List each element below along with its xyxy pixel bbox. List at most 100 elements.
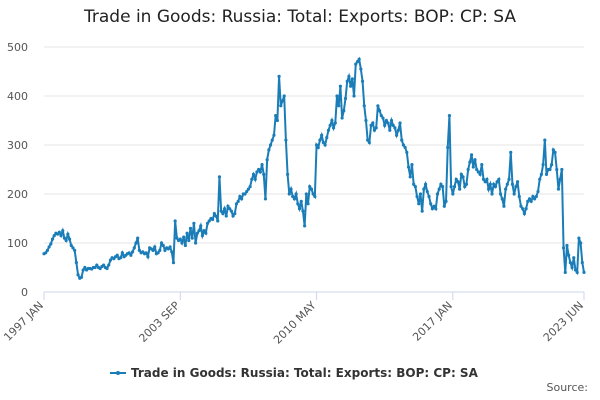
data-point	[245, 189, 249, 194]
data-point	[158, 248, 162, 252]
data-point	[447, 114, 452, 118]
data-point	[200, 234, 205, 238]
data-point	[401, 143, 406, 147]
data-point	[173, 219, 177, 223]
data-point	[50, 237, 55, 241]
data-point	[451, 192, 455, 196]
data-point	[367, 140, 371, 145]
data-point	[476, 170, 480, 174]
data-point	[357, 57, 361, 61]
data-point	[214, 214, 218, 218]
data-point	[527, 197, 532, 201]
data-point	[76, 273, 80, 277]
y-tick-label: 400	[7, 90, 28, 103]
data-point	[284, 138, 288, 142]
data-point	[498, 192, 503, 196]
data-point	[183, 243, 187, 248]
data-point	[314, 143, 319, 147]
data-point	[229, 209, 233, 213]
data-point	[354, 62, 358, 66]
data-point	[464, 182, 469, 186]
data-point	[73, 248, 77, 252]
data-point	[539, 172, 544, 176]
data-point	[386, 121, 390, 125]
data-point	[202, 229, 206, 233]
data-point	[568, 261, 572, 265]
data-point	[246, 187, 251, 191]
data-point	[120, 251, 124, 255]
data-point	[573, 268, 578, 272]
data-point	[572, 256, 576, 260]
data-point	[309, 187, 314, 191]
data-point	[369, 123, 373, 127]
data-point	[163, 248, 167, 252]
data-point	[265, 158, 269, 162]
data-point	[396, 128, 400, 132]
data-point	[374, 126, 378, 130]
data-point	[253, 177, 257, 181]
data-point	[115, 253, 119, 257]
data-point	[343, 96, 348, 101]
data-point	[132, 246, 136, 250]
data-point	[192, 221, 196, 225]
data-point	[301, 209, 305, 213]
data-point	[561, 246, 566, 250]
data-point	[383, 123, 387, 127]
data-point	[325, 136, 329, 140]
data-point	[263, 197, 268, 201]
data-point	[517, 194, 521, 199]
data-point	[371, 121, 375, 125]
data-point	[413, 185, 417, 189]
data-point	[538, 177, 542, 181]
data-point	[275, 118, 279, 123]
data-point	[44, 251, 48, 255]
data-point	[582, 270, 586, 274]
data-point	[47, 245, 51, 249]
data-point	[331, 126, 336, 130]
y-tick-label: 0	[21, 286, 28, 299]
data-point	[403, 145, 407, 150]
data-point	[376, 104, 380, 108]
data-point	[279, 104, 283, 108]
data-point	[287, 192, 291, 196]
data-point	[240, 197, 244, 201]
data-point	[316, 145, 320, 150]
data-point	[159, 241, 164, 245]
data-point	[492, 182, 496, 186]
data-point	[490, 192, 494, 196]
data-point	[330, 118, 334, 123]
data-point	[340, 116, 344, 120]
data-point	[442, 204, 446, 208]
data-point	[429, 202, 433, 206]
data-point	[408, 175, 412, 179]
data-point	[507, 177, 511, 181]
data-point	[338, 84, 343, 88]
data-point	[529, 199, 533, 203]
data-point	[570, 265, 574, 270]
data-point	[456, 180, 460, 184]
data-point	[268, 143, 273, 147]
data-point	[175, 236, 179, 240]
data-point	[146, 255, 150, 259]
data-point	[119, 256, 123, 260]
data-point	[359, 67, 363, 71]
data-point	[156, 251, 160, 255]
y-tick-label: 300	[7, 139, 28, 152]
data-point	[395, 133, 399, 137]
y-tick-label: 100	[7, 237, 28, 250]
y-tick-label: 500	[7, 41, 28, 54]
data-point	[355, 60, 360, 64]
data-point	[550, 163, 554, 167]
data-point	[480, 163, 484, 167]
data-point	[335, 94, 339, 98]
data-point	[134, 241, 138, 245]
data-point	[560, 167, 564, 172]
data-point	[514, 185, 518, 189]
data-point	[541, 163, 545, 167]
data-point	[102, 263, 106, 267]
data-point	[277, 74, 281, 78]
data-point	[267, 148, 271, 152]
data-point	[270, 138, 274, 142]
data-point	[219, 209, 223, 213]
data-point	[62, 236, 67, 240]
